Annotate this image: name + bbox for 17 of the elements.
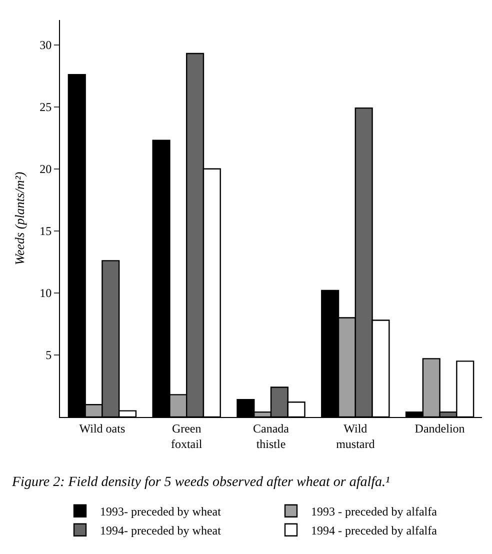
x-tick-label: Wild oats	[79, 421, 126, 436]
y-tick-label: 20	[40, 162, 52, 176]
y-axis-title: Weeds (plants/m²)	[12, 172, 27, 266]
legend-label: 1993- preceded by wheat	[100, 504, 222, 519]
legend-label: 1993 - preceded by alfalfa	[311, 504, 438, 519]
y-tick-label: 5	[46, 348, 52, 362]
x-tick-label: Green foxtail	[170, 421, 203, 451]
y-tick-label: 30	[40, 38, 52, 52]
y-tick-label: 10	[40, 286, 52, 300]
x-tick-label: Dandelion	[414, 421, 465, 436]
legend-label: 1994- preceded by wheat	[100, 524, 222, 538]
text: Figure 2: Field density for 5 weeds observed after wheat or afalfa.¹	[11, 475, 390, 490]
legend-label: 1994 - preceded by alfalfa	[311, 524, 438, 538]
x-tick-label: Canada thistle	[253, 421, 290, 451]
y-tick-label: 25	[40, 100, 52, 114]
x-tick-label: Wild mustard	[336, 421, 375, 451]
y-tick-label: 15	[40, 224, 52, 238]
